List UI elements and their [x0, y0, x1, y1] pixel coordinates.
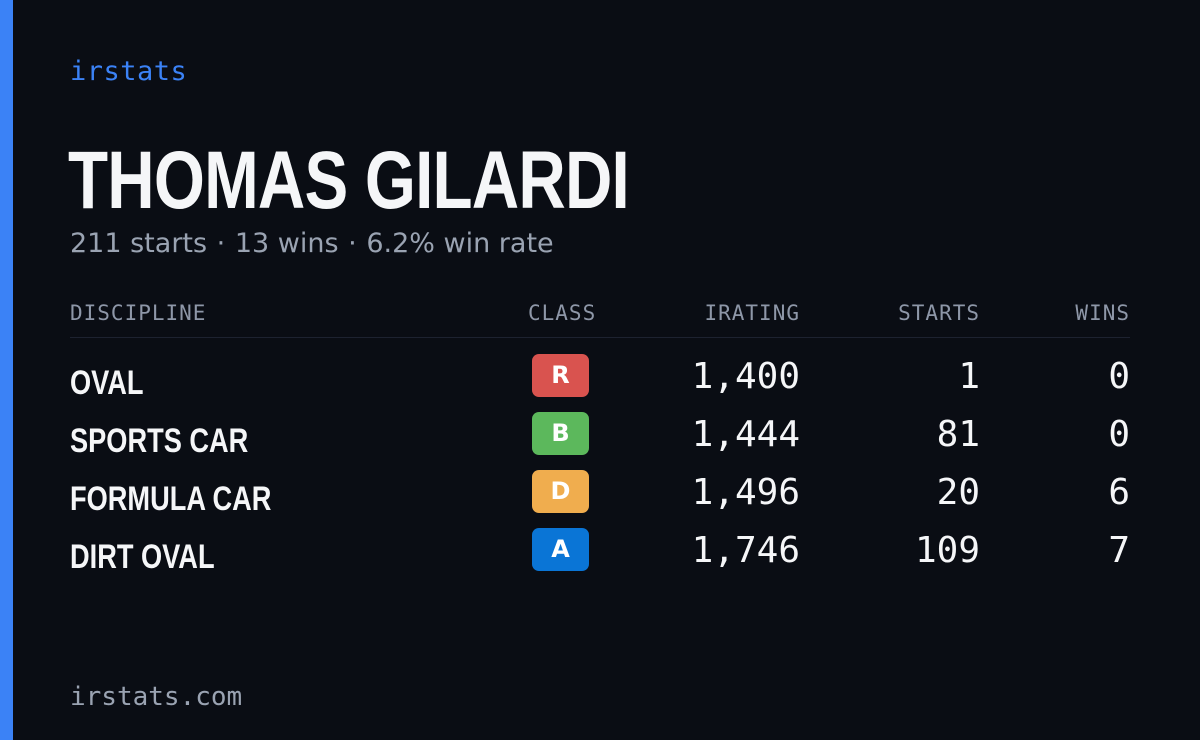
- table-row: FORMULA CAR D 1,496 20 6: [0, 470, 1200, 528]
- header-wins: WINS: [1075, 301, 1130, 325]
- starts-summary: 211 starts: [70, 228, 208, 259]
- class-badge: R: [532, 354, 589, 397]
- brand-logo: irstats: [70, 56, 188, 87]
- starts-value: 109: [914, 530, 980, 571]
- wins-value: 6: [1108, 472, 1130, 513]
- wins-value: 0: [1108, 414, 1130, 455]
- driver-summary: 211 starts · 13 wins · 6.2% win rate: [70, 228, 554, 259]
- starts-value: 1: [958, 356, 980, 397]
- accent-bar: [0, 0, 13, 740]
- separator: ·: [348, 228, 357, 259]
- irating-value: 1,496: [691, 472, 800, 513]
- table-row: OVAL R 1,400 1 0: [0, 354, 1200, 412]
- discipline-name: DIRT OVAL: [70, 538, 215, 576]
- wins-value: 0: [1108, 356, 1130, 397]
- wins-summary: 13 wins: [234, 228, 339, 259]
- wins-value: 7: [1108, 530, 1130, 571]
- footer-url: irstats.com: [70, 682, 243, 712]
- header-irating: IRATING: [704, 301, 800, 325]
- class-badge: D: [532, 470, 589, 513]
- discipline-name: FORMULA CAR: [70, 480, 272, 518]
- discipline-name: SPORTS CAR: [70, 422, 249, 460]
- starts-value: 20: [936, 472, 980, 513]
- header-discipline: DISCIPLINE: [70, 301, 207, 325]
- irating-value: 1,444: [691, 414, 800, 455]
- header-starts: STARTS: [898, 301, 980, 325]
- table-row: DIRT OVAL A 1,746 109 7: [0, 528, 1200, 586]
- separator: ·: [216, 228, 226, 259]
- discipline-name: OVAL: [70, 364, 144, 402]
- starts-value: 81: [936, 414, 980, 455]
- table-row: SPORTS CAR B 1,444 81 0: [0, 412, 1200, 470]
- irating-value: 1,746: [691, 530, 800, 571]
- win-rate-summary: 6.2% win rate: [366, 228, 554, 259]
- header-class: CLASS: [528, 301, 597, 325]
- class-badge: A: [532, 528, 589, 571]
- header-divider: [70, 337, 1130, 338]
- driver-name: THOMAS GILARDI: [68, 135, 630, 226]
- irating-value: 1,400: [691, 356, 800, 397]
- class-badge: B: [532, 412, 589, 455]
